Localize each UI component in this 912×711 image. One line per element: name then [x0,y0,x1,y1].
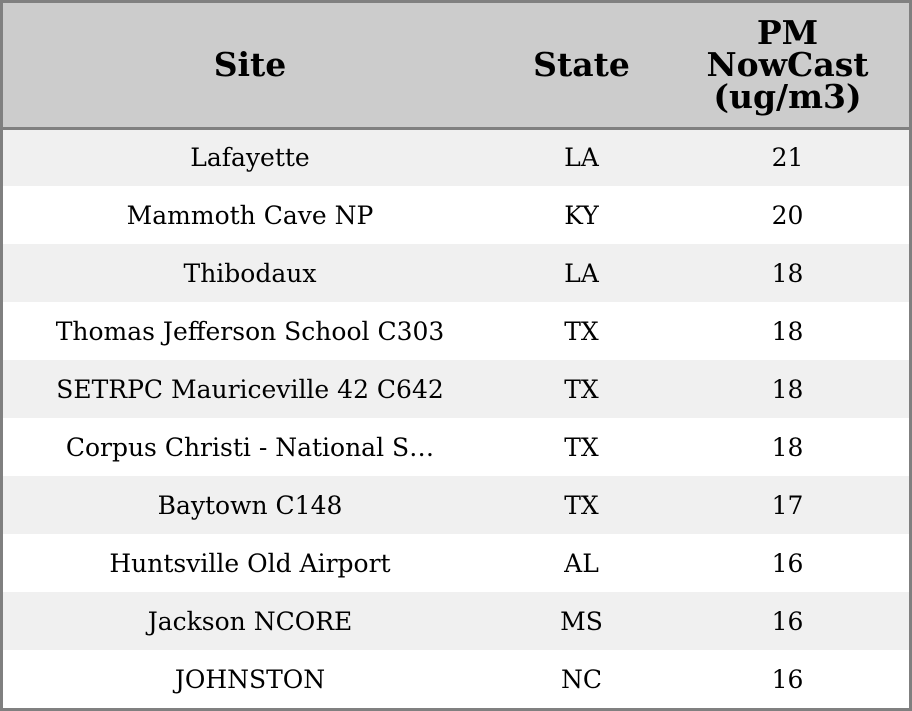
cell-pm: 18 [771,258,804,288]
cell-pm: 17 [771,490,804,520]
cell-site: Corpus Christi - National S… [65,432,435,462]
cell-pm: 18 [771,374,804,404]
header-state: State [497,3,666,130]
table-row: Corpus Christi - National S… TX 18 [3,418,909,476]
cell-pm: 16 [771,664,804,694]
cell-state: AL [564,548,599,578]
cell-site: Huntsville Old Airport [109,548,391,578]
header-pm-nowcast: PM NowCast (ug/m3) [666,3,909,130]
table-header-row: Site State PM NowCast (ug/m3) [3,3,909,130]
cell-pm: 16 [771,606,804,636]
cell-pm: 18 [771,316,804,346]
cell-pm: 20 [771,200,804,230]
cell-site: JOHNSTON [174,664,326,694]
cell-pm: 16 [771,548,804,578]
cell-site: Thomas Jefferson School C303 [55,316,445,346]
table-row: Mammoth Cave NP KY 20 [3,186,909,244]
cell-site: Thibodaux [183,258,317,288]
cell-site: Baytown C148 [157,490,343,520]
table-row: JOHNSTON NC 16 [3,650,909,708]
cell-pm: 21 [771,143,804,173]
cell-state: NC [560,664,602,694]
table-row: Baytown C148 TX 17 [3,476,909,534]
cell-state: TX [564,316,599,346]
header-pm-line-2: NowCast [706,44,869,84]
table-row: Thomas Jefferson School C303 TX 18 [3,302,909,360]
table-row: Thibodaux LA 18 [3,244,909,302]
cell-state: TX [564,374,599,404]
header-pm-line-1: PM [756,12,819,52]
cell-state: LA [564,143,599,173]
table-row: Lafayette LA 21 [3,128,909,186]
header-site: Site [3,3,497,130]
cell-site: Lafayette [190,143,310,173]
cell-site: Mammoth Cave NP [126,200,374,230]
cell-state: TX [564,490,599,520]
table-row: Huntsville Old Airport AL 16 [3,534,909,592]
cell-pm: 18 [771,432,804,462]
cell-state: TX [564,432,599,462]
table-row: SETRPC Mauriceville 42 C642 TX 18 [3,360,909,418]
cell-state: LA [564,258,599,288]
cell-state: KY [564,200,599,230]
pm-nowcast-table: Site State PM NowCast (ug/m3) Lafayette … [3,3,909,708]
table-row: Jackson NCORE MS 16 [3,592,909,650]
cell-site: Jackson NCORE [147,606,353,636]
cell-state: MS [560,606,603,636]
header-pm-line-3: (ug/m3) [713,76,862,116]
cell-site: SETRPC Mauriceville 42 C642 [56,374,444,404]
